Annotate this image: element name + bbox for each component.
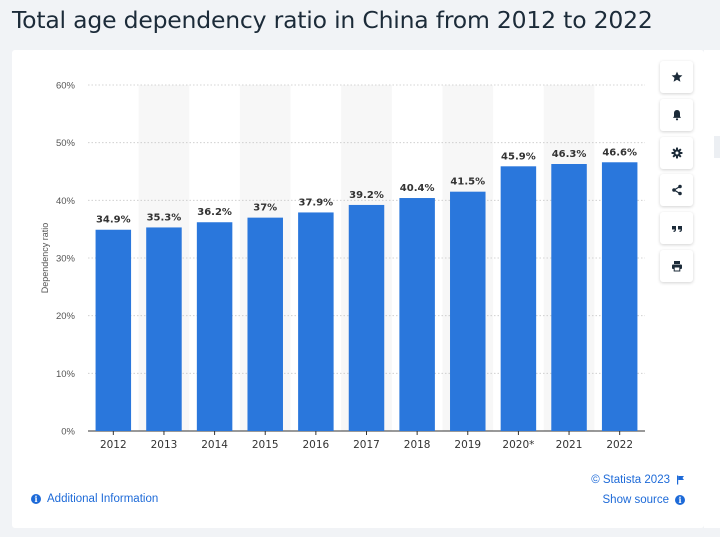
chart-toolbar xyxy=(660,61,693,288)
bar xyxy=(399,198,435,431)
print-button[interactable] xyxy=(660,249,693,282)
bar-value-label: 46.3% xyxy=(552,149,587,160)
bar-value-label: 40.4% xyxy=(400,183,435,194)
y-tick-label: 50% xyxy=(56,138,76,149)
side-panel-edge xyxy=(704,50,720,528)
bar-value-label: 37% xyxy=(253,203,277,214)
bar xyxy=(298,212,334,431)
bell-icon xyxy=(672,109,681,121)
bar-value-label: 46.6% xyxy=(602,147,637,158)
bar-value-label: 36.2% xyxy=(197,207,232,218)
bar xyxy=(196,222,233,431)
printer-icon xyxy=(671,260,682,272)
x-tick-label: 2014 xyxy=(201,439,228,451)
y-tick-label: 60% xyxy=(56,81,76,92)
additional-information-link[interactable]: i Additional Information xyxy=(31,493,158,505)
page-title: Total age dependency ratio in China from… xyxy=(12,6,653,34)
y-tick-label: 10% xyxy=(56,369,76,380)
settings-button[interactable] xyxy=(660,136,693,169)
share-button[interactable] xyxy=(660,174,693,207)
bar-chart: 0% 10% 20% 30% 40% 50% 60% Dependency ratio 34.9… xyxy=(40,81,645,451)
cite-button[interactable] xyxy=(660,212,693,245)
bar-value-label: 39.2% xyxy=(349,190,384,201)
x-tick-label: 2019 xyxy=(454,439,481,451)
quote-icon xyxy=(671,226,682,233)
star-icon xyxy=(671,71,682,82)
x-tick-label: 2015 xyxy=(252,439,279,451)
x-tick-label: 2022 xyxy=(606,439,633,451)
show-source-link[interactable]: Show source i xyxy=(603,494,685,506)
flag-icon xyxy=(677,475,684,485)
x-tick-label: 2021 xyxy=(556,439,583,451)
bar-value-label: 45.9% xyxy=(501,151,536,162)
y-tick-label: 0% xyxy=(61,427,75,438)
bar xyxy=(348,204,385,431)
bar xyxy=(551,164,587,431)
bar xyxy=(450,191,486,431)
statista-copyright-link[interactable]: © Statista 2023 xyxy=(591,474,685,486)
gear-icon xyxy=(671,147,682,159)
x-tick-label: 2016 xyxy=(302,439,329,451)
favorite-button[interactable] xyxy=(660,61,693,93)
bar-value-label: 35.3% xyxy=(147,212,182,223)
notify-button[interactable] xyxy=(660,98,693,131)
y-tick-label: 20% xyxy=(56,311,76,322)
share-icon xyxy=(671,185,682,196)
show-source-label: Show source xyxy=(602,494,669,506)
bar xyxy=(500,166,537,431)
x-tick-label: 2013 xyxy=(151,439,178,451)
bar xyxy=(146,227,182,431)
bar-value-label: 41.5% xyxy=(450,177,485,188)
bar xyxy=(95,229,132,431)
panel-handle[interactable] xyxy=(714,136,720,158)
bar-value-label: 37.9% xyxy=(299,197,334,208)
x-tick-label: 2017 xyxy=(353,439,380,451)
y-tick-label: 30% xyxy=(56,254,76,265)
info-icon: i xyxy=(675,495,685,505)
x-tick-label: 2020* xyxy=(502,439,534,451)
bar xyxy=(247,217,283,431)
bar xyxy=(601,162,638,432)
additional-information-label: Additional Information xyxy=(47,493,159,505)
x-tick-label: 2018 xyxy=(404,439,431,451)
y-axis-label: Dependency ratio xyxy=(40,223,50,294)
bar-value-label: 34.9% xyxy=(96,215,131,226)
x-tick-label: 2012 xyxy=(100,439,127,451)
info-icon: i xyxy=(31,494,41,504)
copyright-label: © Statista 2023 xyxy=(591,474,670,486)
y-tick-label: 40% xyxy=(56,196,76,207)
